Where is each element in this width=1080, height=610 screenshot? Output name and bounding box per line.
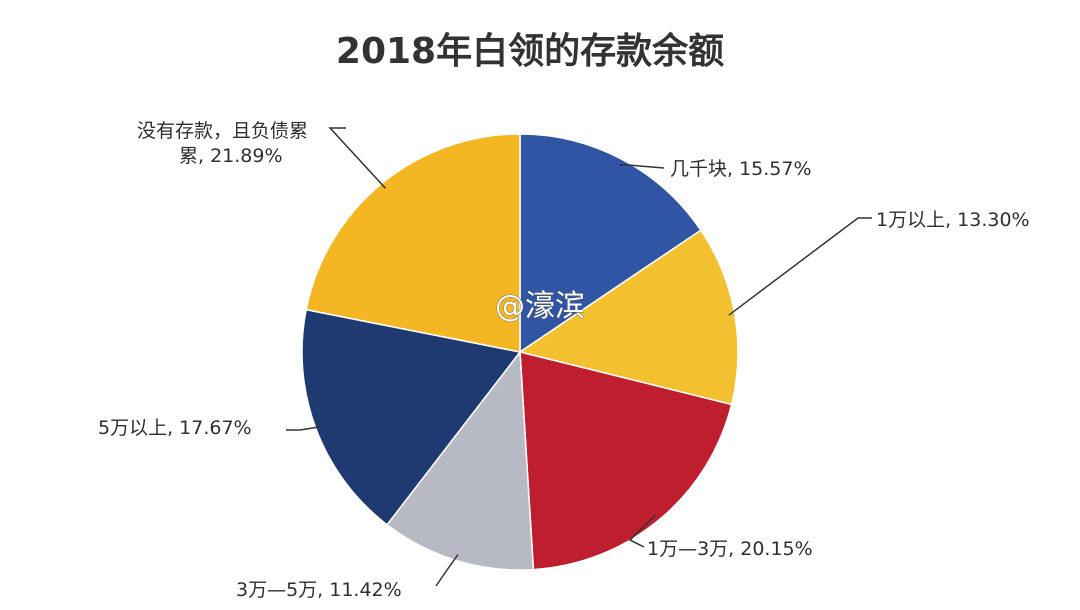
pie-slices (301, 133, 739, 571)
watermark-text: @濠滨 (495, 289, 585, 324)
leader-line-0 (619, 164, 665, 169)
pie-slice-4 (301, 308, 522, 526)
slice-label-4: 5万以上, 17.67% (98, 417, 252, 439)
slice-label-2: 1万—3万, 20.15% (647, 538, 813, 560)
leader-lines (286, 127, 872, 587)
leader-line-5 (328, 127, 386, 189)
pie-slice-1 (518, 229, 739, 406)
leader-line-1 (728, 217, 872, 316)
pie-slice-0 (519, 133, 702, 354)
leader-line-4 (286, 425, 322, 431)
pie-slice-2 (519, 351, 733, 571)
slice-label-1: 1万以上, 13.30% (876, 209, 1030, 231)
slice-labels: 几千块, 15.57% 1万以上, 13.30% 1万—3万, 20.15% 3… (98, 120, 1030, 601)
chart-title: 2018年白领的存款余额 (336, 30, 724, 72)
slice-label-5-line-1: 没有存款，且负债累 (137, 120, 308, 142)
leader-line-3 (435, 554, 459, 587)
slice-label-0: 几千块, 15.57% (670, 158, 812, 180)
leader-line-2 (628, 514, 657, 548)
slice-label-3: 3万—5万, 11.42% (236, 579, 402, 601)
pie-slice-3 (385, 349, 535, 571)
slice-label-5-line-2: 累, 21.89% (179, 145, 283, 167)
